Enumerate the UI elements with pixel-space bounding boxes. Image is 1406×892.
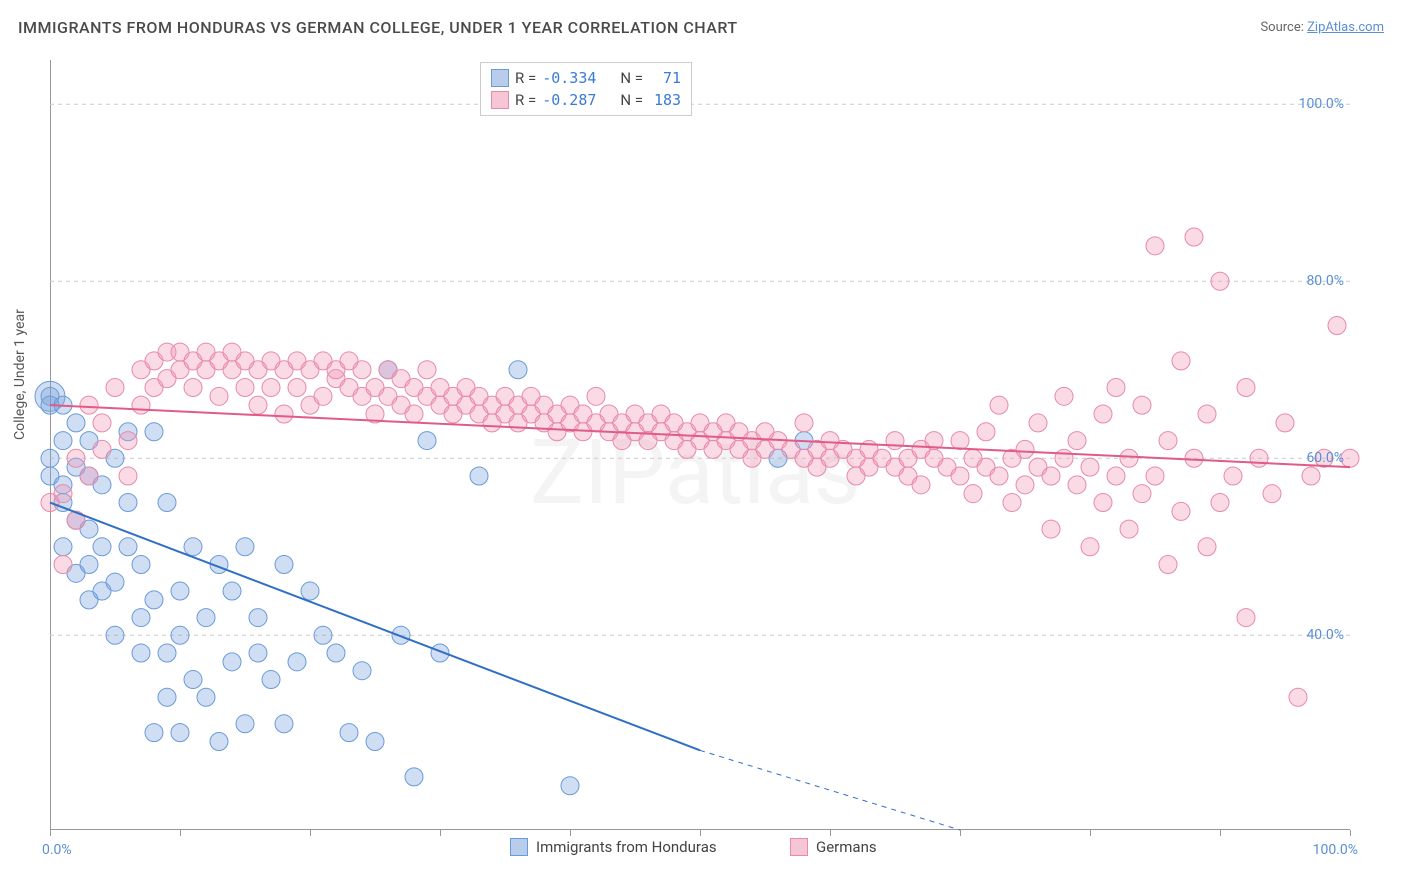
source-link[interactable]: ZipAtlas.com [1307,20,1384,35]
x-axis-min-label: 0.0% [42,842,72,858]
scatter-plot [50,60,1350,830]
swatch-germans-bottom [790,838,808,856]
legend-stats-row-2: R = -0.287 N = 183 [491,89,681,111]
n-label: N = [620,89,643,111]
r-value-1: -0.334 [542,67,596,89]
swatch-honduras-bottom [510,838,528,856]
n-value-2: 183 [649,89,681,111]
y-tick-label: 80.0% [1306,273,1344,289]
y-tick-label: 40.0% [1306,627,1344,643]
bottom-legend-2: Germans [790,838,877,856]
legend-label-2: Germans [816,838,877,856]
bottom-legend-1: Immigrants from Honduras [510,838,717,856]
x-tick [50,830,51,836]
x-tick [1090,830,1091,836]
x-tick [1350,830,1351,836]
chart-title: IMMIGRANTS FROM HONDURAS VS GERMAN COLLE… [18,18,738,37]
x-tick [440,830,441,836]
source-prefix: Source: [1260,20,1303,35]
legend-label-1: Immigrants from Honduras [536,838,717,856]
x-axis-max-label: 100.0% [1313,842,1358,858]
x-tick [1220,830,1221,836]
r-value-2: -0.287 [542,89,596,111]
y-tick-label: 60.0% [1306,450,1344,466]
n-value-1: 71 [649,67,681,89]
swatch-honduras [491,69,509,87]
swatch-germans [491,91,509,109]
n-label: N = [620,67,643,89]
legend-stats-row-1: R = -0.334 N = 71 [491,67,681,89]
x-tick [830,830,831,836]
x-tick [310,830,311,836]
r-label: R = [515,67,536,89]
source-label: Source: ZipAtlas.com [1260,20,1384,35]
chart-area: ZIPatlas R = -0.334 N = 71 R = -0.287 N … [50,60,1350,830]
r-label: R = [515,89,536,111]
x-tick [570,830,571,836]
x-tick [960,830,961,836]
x-tick [700,830,701,836]
y-tick-label: 100.0% [1299,96,1344,112]
x-tick [180,830,181,836]
y-axis-label: College, Under 1 year [12,309,28,440]
legend-stats-box: R = -0.334 N = 71 R = -0.287 N = 183 [480,62,692,116]
